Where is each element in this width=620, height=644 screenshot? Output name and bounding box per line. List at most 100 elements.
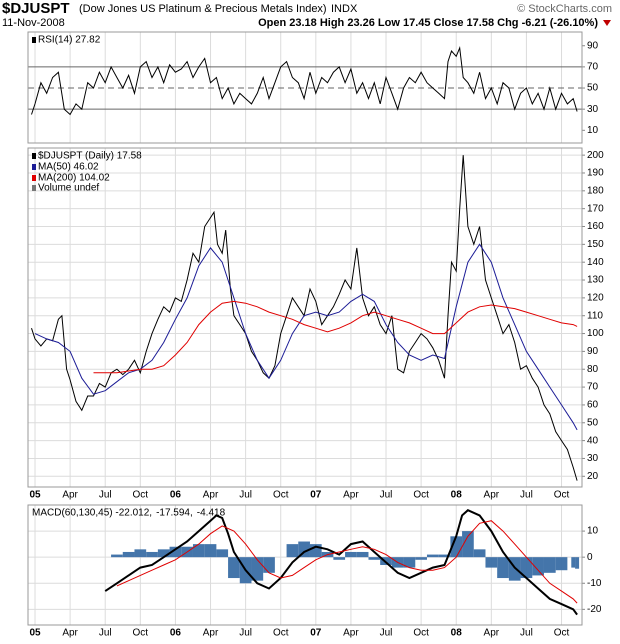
histogram-bar <box>286 544 299 558</box>
histogram-bar <box>368 557 381 560</box>
x-tick-label: Jul <box>99 490 112 501</box>
y-tick-label: 190 <box>587 168 604 179</box>
histogram-bar <box>309 544 322 558</box>
legend-entry: MA(50) 46.02 <box>38 162 99 173</box>
y-tick-label: 170 <box>587 203 604 214</box>
histogram-bar <box>485 557 498 568</box>
y-tick-label: 90 <box>587 346 599 357</box>
date: 11-Nov-2008 <box>2 17 65 29</box>
x-tick-label: Oct <box>273 490 289 501</box>
legend-entry: RSI(14) 27.82 <box>38 35 101 46</box>
x-tick-label: Apr <box>62 628 78 639</box>
x-tick-label: Apr <box>203 490 219 501</box>
y-tick-label: 0 <box>587 552 593 563</box>
histogram-bar <box>543 557 556 573</box>
legend-swatch <box>32 37 36 43</box>
panel-frame <box>27 504 583 626</box>
legend-entry: -4.418 <box>197 508 226 519</box>
x-tick-label: Apr <box>62 490 78 501</box>
histogram-bar <box>426 554 439 558</box>
histogram-bar <box>555 557 568 571</box>
x-tick-label: Jul <box>239 628 252 639</box>
histogram-bar <box>571 557 576 568</box>
x-tick-label: Oct <box>413 628 429 639</box>
y-tick-label: 160 <box>587 221 604 232</box>
x-tick-label: 07 <box>310 490 322 501</box>
panel-frame <box>27 147 583 488</box>
histogram-bar <box>134 549 147 558</box>
legend-entry: MACD(60,130,45) -22.012, <box>32 508 152 519</box>
series-line <box>34 243 578 431</box>
histogram-bar <box>157 549 170 558</box>
y-tick-label: 100 <box>587 328 604 339</box>
y-tick-label: 120 <box>587 293 604 304</box>
histogram-bar <box>520 557 533 579</box>
y-tick-label: 50 <box>587 417 599 428</box>
x-tick-label: 08 <box>451 490 463 501</box>
histogram-bar <box>192 544 205 558</box>
histogram-bar <box>415 557 427 560</box>
legend-entry: Volume undef <box>38 183 99 194</box>
legend-swatch <box>32 164 36 170</box>
y-tick-label: 200 <box>587 150 604 161</box>
histogram-bar <box>450 536 463 558</box>
x-tick-label: Jul <box>380 628 393 639</box>
y-tick-label: 50 <box>587 83 599 94</box>
y-tick-label: 80 <box>587 364 599 375</box>
histogram-bar <box>111 554 123 558</box>
x-tick-label: Jul <box>99 628 112 639</box>
histogram-bar <box>532 557 544 576</box>
y-tick-label: 70 <box>587 62 599 73</box>
histogram-bar <box>356 551 369 558</box>
histogram-bar <box>169 546 182 558</box>
histogram-bar <box>228 557 240 579</box>
x-tick-label: Jul <box>239 490 252 501</box>
y-tick-label: 90 <box>587 40 599 51</box>
y-tick-label: 40 <box>587 435 599 446</box>
x-tick-label: 05 <box>29 628 41 639</box>
y-tick-label: 110 <box>587 310 603 321</box>
x-tick-label: Oct <box>413 490 429 501</box>
index-name: (Dow Jones US Platinum & Precious Metals… <box>79 3 327 15</box>
x-tick-label: Apr <box>343 628 359 639</box>
histogram-bar <box>122 551 135 558</box>
y-tick-label: 140 <box>587 257 604 268</box>
x-tick-label: Jul <box>520 628 533 639</box>
x-tick-label: Oct <box>273 628 289 639</box>
legend-swatch <box>32 175 36 181</box>
y-tick-label: 60 <box>587 400 599 411</box>
copyright: © StockCharts.com <box>517 3 612 15</box>
y-tick-label: 70 <box>587 382 599 393</box>
x-tick-label: 08 <box>451 628 463 639</box>
y-tick-label: 10 <box>587 526 599 537</box>
y-tick-label: 150 <box>587 239 604 250</box>
quote: Open 23.18 High 23.26 Low 17.45 Close 17… <box>258 17 598 29</box>
histogram-bar <box>438 554 451 558</box>
histogram-bar <box>263 557 275 573</box>
histogram-bar <box>473 549 486 558</box>
legend-entry: MA(200) 104.02 <box>38 173 110 184</box>
histogram-bar <box>333 557 346 560</box>
x-tick-label: 05 <box>29 490 41 501</box>
x-tick-label: Oct <box>554 490 570 501</box>
x-tick-label: Jul <box>520 490 533 501</box>
x-tick-label: Apr <box>484 490 500 501</box>
histogram-bar <box>146 551 158 558</box>
exchange: INDX <box>331 3 358 15</box>
legend-entry: -17.594, <box>156 508 193 519</box>
y-tick-label: -10 <box>587 578 602 589</box>
x-tick-label: Oct <box>133 490 149 501</box>
series-line <box>104 509 578 616</box>
x-tick-label: Oct <box>554 628 570 639</box>
y-tick-label: 20 <box>587 471 599 482</box>
x-tick-label: Apr <box>203 628 219 639</box>
histogram-bar <box>298 541 310 558</box>
y-tick-label: 30 <box>587 104 599 115</box>
x-tick-label: Jul <box>380 490 393 501</box>
legend-entry: $DJUSPT (Daily) 17.58 <box>38 151 142 162</box>
histogram-bar <box>575 557 580 569</box>
x-tick-label: Apr <box>484 628 500 639</box>
histogram-bar <box>497 557 509 579</box>
